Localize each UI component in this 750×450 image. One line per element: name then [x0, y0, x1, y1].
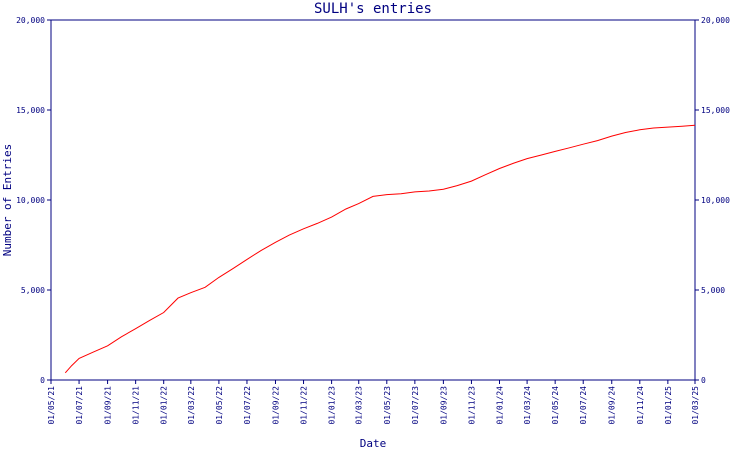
y-tick-label-left: 5,000: [21, 286, 45, 295]
x-tick-label: 01/01/22: [160, 386, 169, 425]
chart-title: SULH's entries: [314, 1, 432, 17]
x-tick-label: 01/07/24: [579, 386, 588, 425]
x-axis-title: Date: [360, 437, 387, 450]
x-tick-label: 01/03/25: [691, 386, 700, 425]
x-tick-label: 01/11/21: [132, 386, 141, 425]
x-tick-label: 01/01/24: [496, 386, 505, 425]
y-tick-label-right: 10,000: [701, 196, 730, 205]
y-tick-label-right: 20,000: [701, 16, 730, 25]
plot-frame: [50, 19, 696, 381]
x-tick-label: 01/07/21: [75, 386, 84, 425]
x-tick-label: 01/11/23: [467, 386, 476, 425]
y-axis-title: Number of Entries: [1, 144, 14, 257]
y-tick-label-right: 0: [701, 376, 706, 385]
x-tick-label: 01/03/24: [523, 386, 532, 425]
x-axis: 01/05/21 01/07/21 01/09/21 01/11/21 01/01/22…: [47, 380, 700, 425]
x-tick-label: 01/07/22: [243, 386, 252, 425]
series-line: [64, 124, 696, 374]
x-tick-label: 01/07/23: [411, 386, 420, 425]
x-tick-label: 01/05/22: [215, 386, 224, 425]
y-axis-right: 0 5,000 10,000 15,000 20,000: [695, 16, 730, 385]
series-group: [64, 124, 696, 374]
y-tick-label-left: 15,000: [16, 106, 45, 115]
y-axis-left: 0 5,000 10,000 15,000 20,000: [16, 16, 51, 385]
y-tick-label-right: 5,000: [701, 286, 725, 295]
x-tick-label: 01/09/21: [104, 386, 113, 425]
x-tick-label: 01/09/24: [608, 386, 617, 425]
x-tick-label: 01/11/22: [300, 386, 309, 425]
y-tick-label-left: 20,000: [16, 16, 45, 25]
x-tick-label: 01/09/22: [271, 386, 280, 425]
x-tick-label: 01/01/25: [664, 386, 673, 425]
x-tick-label: 01/03/23: [355, 386, 364, 425]
x-tick-label: 01/05/23: [383, 386, 392, 425]
x-tick-label: 01/05/24: [551, 386, 560, 425]
x-tick-label: 01/11/24: [636, 386, 645, 425]
y-tick-label-left: 10,000: [16, 196, 45, 205]
y-tick-label-right: 15,000: [701, 106, 730, 115]
x-tick-label: 01/03/22: [187, 386, 196, 425]
x-tick-label: 01/01/23: [328, 386, 337, 425]
x-tick-label: 01/05/21: [47, 386, 56, 425]
y-tick-label-left: 0: [40, 376, 45, 385]
x-tick-label: 01/09/23: [439, 386, 448, 425]
